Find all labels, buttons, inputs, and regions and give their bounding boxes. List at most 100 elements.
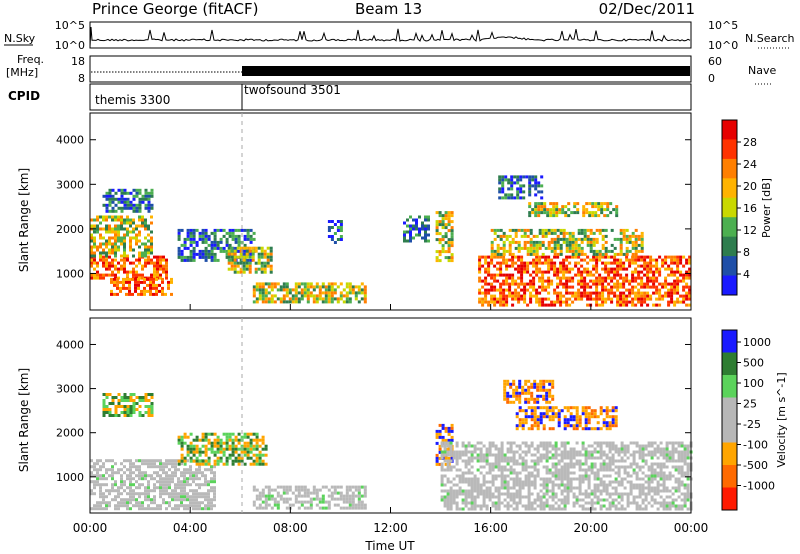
power-cell (114, 218, 117, 222)
velocity-cell (551, 447, 555, 451)
power-cell (568, 231, 572, 235)
velocity-cell (186, 477, 189, 481)
power-cell (558, 211, 562, 215)
power-cell (510, 196, 514, 200)
power-cell (162, 267, 165, 271)
power-cell (631, 303, 635, 307)
power-cell (438, 223, 442, 227)
velocity-cell (599, 489, 603, 493)
power-cell (649, 261, 653, 265)
velocity-cell (126, 492, 129, 496)
velocity-cell (545, 406, 549, 410)
velocity-cell (602, 489, 606, 493)
velocity-cell (165, 477, 168, 481)
velocity-cell (605, 474, 609, 478)
power-cell (267, 282, 271, 286)
power-cell (204, 240, 208, 244)
power-cell (676, 276, 680, 280)
power-cell (93, 218, 96, 222)
power-cell (565, 231, 569, 235)
velocity-cell (605, 486, 609, 490)
velocity-cell (207, 498, 210, 502)
velocity-cell (551, 462, 555, 466)
velocity-cell (521, 486, 525, 490)
velocity-cell (276, 485, 280, 489)
velocity-cell (156, 507, 159, 511)
power-cell (550, 264, 554, 268)
power-cell (294, 297, 298, 301)
velocity-cell (246, 444, 250, 448)
power-cell (120, 200, 124, 204)
power-cell (682, 273, 686, 277)
power-cell (580, 237, 584, 241)
velocity-cell (536, 400, 540, 404)
velocity-cell (608, 441, 612, 445)
velocity-cell (198, 477, 201, 481)
velocity-cell (521, 427, 525, 431)
power-cell (535, 246, 539, 250)
velocity-cell (171, 477, 174, 481)
power-cell (147, 245, 150, 249)
power-cell (603, 202, 607, 206)
velocity-cell (126, 501, 129, 505)
power-cell (631, 273, 635, 277)
velocity-cell (180, 453, 184, 457)
velocity-cell (285, 500, 289, 504)
velocity-cell (102, 507, 105, 511)
velocity-cell (542, 427, 546, 431)
power-cell (210, 240, 214, 244)
power-cell (628, 261, 632, 265)
velocity-cell (282, 488, 286, 492)
power-cell (135, 242, 138, 246)
power-cell (592, 264, 596, 268)
velocity-cell (491, 501, 495, 505)
power-cell (321, 282, 325, 286)
power-cell (517, 243, 521, 247)
power-cell (682, 294, 686, 298)
velocity-cell (638, 486, 642, 490)
power-cell (264, 300, 268, 304)
velocity-cell (467, 492, 471, 496)
power-cell (267, 285, 271, 289)
power-cell (255, 282, 259, 286)
velocity-cell (599, 480, 603, 484)
power-cell (619, 249, 623, 253)
power-cell (532, 234, 536, 238)
velocity-cell (638, 495, 642, 499)
power-cell (643, 297, 647, 301)
velocity-cell (674, 480, 678, 484)
power-cell (315, 300, 319, 304)
velocity-cell (518, 444, 522, 448)
velocity-cell (93, 480, 96, 484)
velocity-cell (99, 492, 102, 496)
power-cell (117, 236, 120, 240)
velocity-cell (138, 414, 142, 417)
power-cell (664, 285, 668, 289)
velocity-cell (527, 415, 531, 419)
velocity-cell (581, 453, 585, 457)
power-cell (688, 258, 692, 262)
velocity-cell (638, 489, 642, 493)
power-cell (96, 261, 99, 265)
velocity-colorbar-swatch (722, 420, 737, 443)
power-cell (511, 297, 515, 301)
power-cell (517, 282, 521, 286)
power-cell (519, 196, 523, 200)
velocity-cell (243, 450, 247, 454)
velocity-cell (447, 432, 451, 436)
velocity-cell (506, 382, 510, 386)
velocity-cell (593, 415, 597, 419)
velocity-cell (617, 480, 621, 484)
velocity-cell (494, 462, 498, 466)
power-cell (508, 228, 512, 232)
power-cell (619, 291, 623, 295)
power-cell (562, 228, 566, 232)
velocity-cell (345, 488, 349, 492)
velocity-cell (611, 462, 615, 466)
velocity-cell (512, 382, 516, 386)
velocity-cell (318, 497, 322, 501)
velocity-cell (255, 447, 259, 451)
power-cell (670, 255, 674, 259)
power-cell (529, 273, 533, 277)
